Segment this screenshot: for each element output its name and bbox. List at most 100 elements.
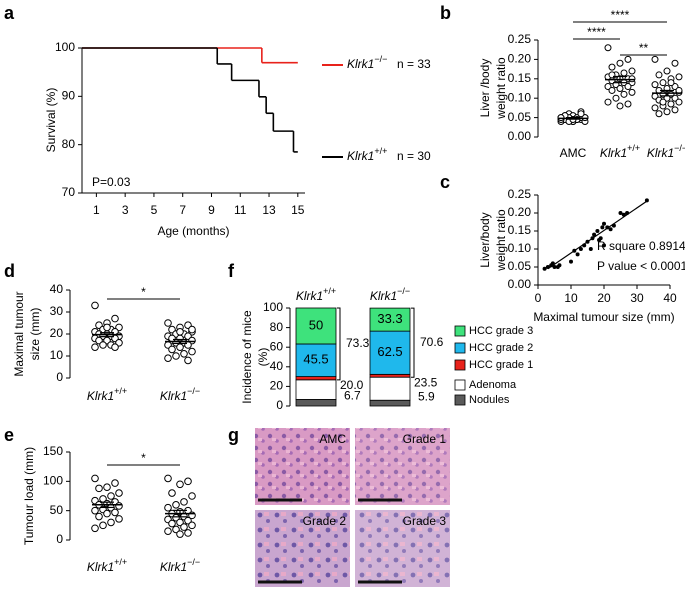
- dot: [616, 102, 624, 110]
- dot: [628, 88, 636, 96]
- dot: [671, 59, 679, 67]
- dot: [176, 343, 184, 352]
- dot: [188, 521, 196, 530]
- significance-label: ****: [587, 25, 606, 39]
- dot: [176, 530, 184, 538]
- dot: [188, 492, 196, 500]
- segment-label: 33.3: [377, 311, 402, 326]
- dot: [172, 513, 180, 522]
- bar-segment: [295, 307, 337, 345]
- dot: [164, 474, 172, 483]
- dot: [103, 509, 111, 518]
- dot: [651, 104, 659, 112]
- tile-label: Grade 3: [403, 514, 447, 528]
- y-tick-label: 20: [50, 326, 64, 340]
- y-tick-label: 0.05: [508, 259, 532, 273]
- dot: [651, 81, 659, 89]
- bar-segment: [369, 399, 411, 407]
- dot: [667, 79, 675, 87]
- y-axis-label: (%): [256, 348, 270, 367]
- dot: [577, 110, 585, 118]
- y-axis-label: Incidence of mice: [240, 310, 254, 404]
- x-tick-label: 0: [535, 291, 542, 305]
- y-tick-label: 0: [56, 370, 63, 384]
- annotation: P value < 0.0001: [597, 259, 685, 273]
- bar-segment: [369, 307, 411, 332]
- dot: [164, 319, 172, 327]
- dot: [172, 501, 180, 509]
- x-axis-label: Maximal tumour size (mm): [533, 310, 674, 324]
- significance-label: **: [639, 41, 649, 55]
- x-tick-label: Klrk1−/−: [160, 386, 200, 403]
- hcc-bracket: [411, 307, 415, 378]
- y-tick-label: 0.05: [508, 110, 532, 124]
- significance-label: *: [141, 285, 146, 299]
- histology-panel: g AMC Grade 1 Grade 2 Grade 3: [228, 425, 450, 587]
- hcc-total-label: 73.3: [346, 336, 370, 350]
- y-axis-label: Tumour load (mm): [22, 447, 36, 545]
- dot: [628, 67, 636, 75]
- point: [602, 221, 606, 226]
- dot: [111, 314, 119, 323]
- y-tick-label: 0: [56, 532, 63, 546]
- bar-segment: [369, 376, 411, 401]
- panel-letter: b: [440, 3, 451, 23]
- dot: [671, 106, 679, 114]
- panel-letter: c: [440, 172, 450, 192]
- y-tick-label: 100: [263, 300, 283, 314]
- dot: [188, 347, 196, 356]
- x-tick-label: 30: [630, 291, 644, 305]
- dot: [675, 98, 683, 106]
- panel-letter: g: [228, 425, 239, 445]
- bar-segment: [369, 330, 411, 375]
- legend-label: HCC grade 2: [469, 342, 533, 354]
- dot: [616, 59, 624, 67]
- legend-note: n = 33: [397, 57, 431, 71]
- point: [618, 211, 623, 215]
- legend-label: Adenoma: [469, 379, 517, 391]
- dot: [624, 100, 632, 108]
- dot: [624, 83, 632, 91]
- dot: [659, 79, 667, 87]
- dot: [111, 479, 119, 487]
- y-tick-label: 40: [50, 282, 64, 296]
- dot: [180, 350, 188, 358]
- value-label: 6.7: [344, 389, 361, 403]
- dot: [176, 480, 184, 489]
- dot: [99, 521, 107, 530]
- dot: [95, 512, 103, 521]
- x-tick-label: Klrk1−/−: [647, 143, 685, 160]
- dot: [164, 527, 172, 536]
- value-label: 5.9: [418, 389, 435, 403]
- dot: [164, 354, 172, 363]
- x-tick-label: 3: [122, 203, 129, 217]
- x-axis-label: Age (months): [157, 224, 229, 238]
- histology-tile: [255, 428, 350, 505]
- dot: [168, 519, 176, 528]
- y-axis-label: weight ratio: [494, 209, 508, 272]
- dot: [612, 94, 620, 102]
- dot: [107, 492, 115, 500]
- panel-letter: f: [228, 261, 235, 281]
- dot: [99, 341, 107, 349]
- y-tick-label: 20: [270, 379, 284, 393]
- y-axis-label: Maximal tumour: [12, 291, 26, 376]
- x-tick-label: 7: [179, 203, 186, 217]
- y-tick-label: 0.15: [508, 71, 532, 85]
- dot: [168, 345, 176, 354]
- dot: [115, 489, 123, 497]
- histology-tile: [255, 510, 350, 587]
- x-tick-label: Klrk1−/−: [160, 557, 200, 574]
- dot: [168, 334, 176, 343]
- legend-label: Klrk1+/+: [347, 146, 387, 163]
- y-tick-label: 0.25: [508, 187, 532, 201]
- dot: [103, 483, 111, 492]
- dot: [604, 44, 612, 52]
- bar-segment: [295, 343, 337, 378]
- dot: [180, 498, 188, 506]
- point: [592, 232, 597, 237]
- tile-label: AMC: [319, 432, 346, 446]
- legend-swatch: [454, 359, 466, 371]
- y-axis-label: Liver /body: [478, 59, 492, 118]
- x-tick-label: Klrk1+/+: [296, 286, 336, 303]
